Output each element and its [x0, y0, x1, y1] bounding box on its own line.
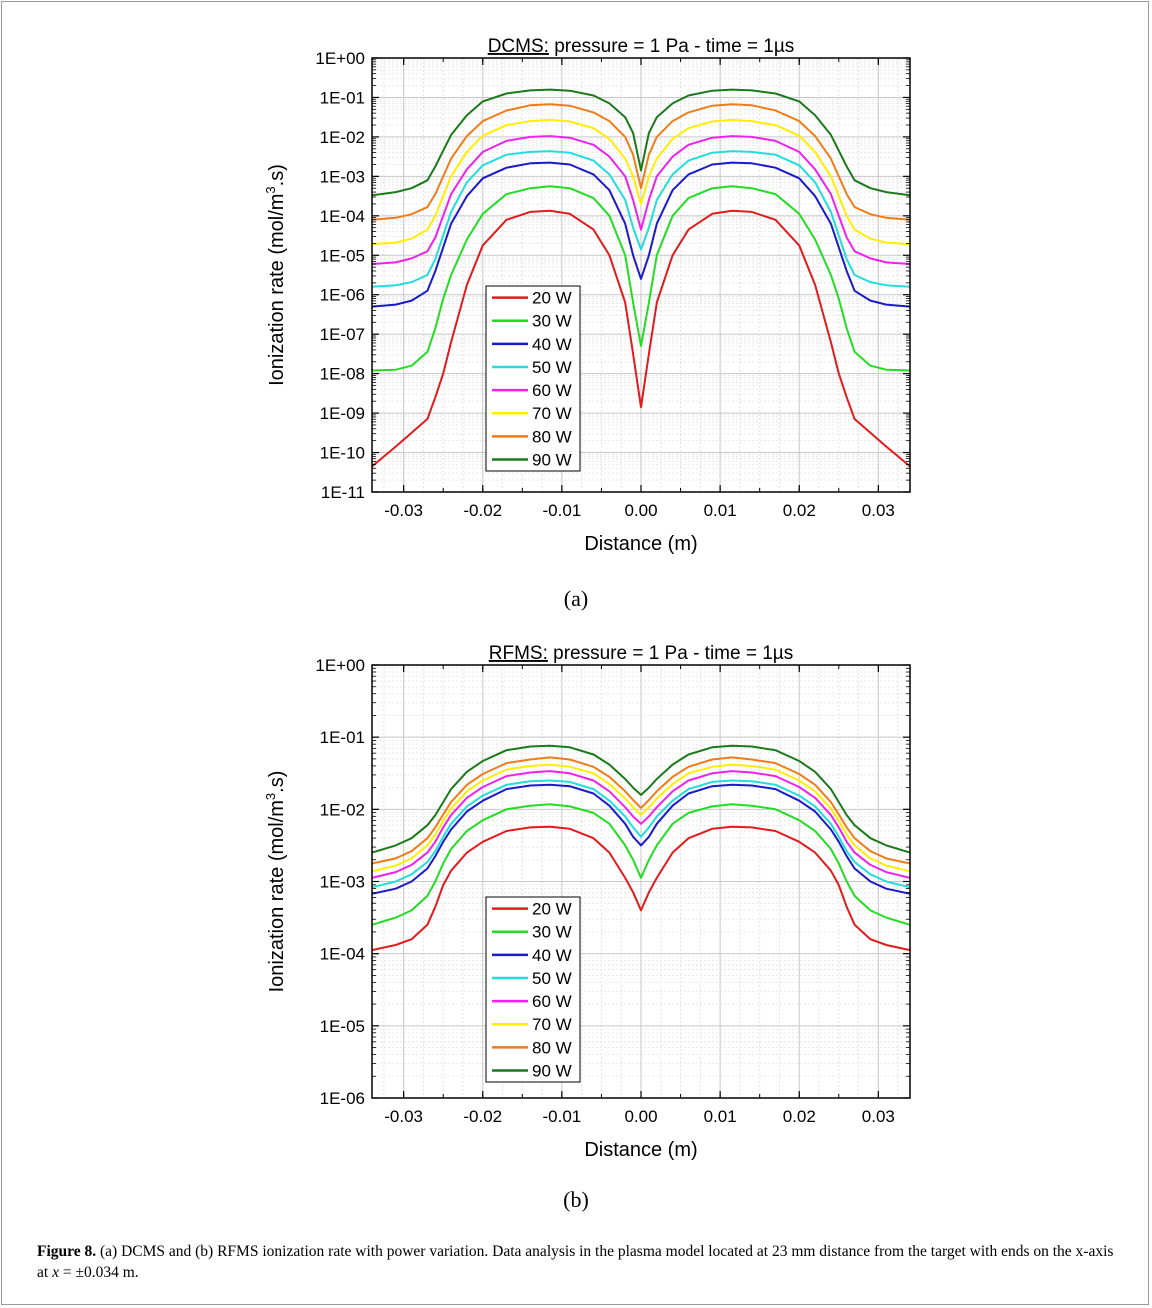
y-tick-label: 1E-08	[320, 365, 365, 384]
x-axis-label: Distance (m)	[584, 533, 697, 555]
legend-label: 70 W	[532, 1015, 572, 1034]
x-axis-label: Distance (m)	[584, 1139, 697, 1161]
series-line-30w	[371, 185, 911, 372]
y-axis-label: Ionization rate (mol/m3.s)	[263, 164, 288, 386]
y-tick-label: 1E-02	[320, 800, 365, 819]
legend-label: 80 W	[532, 1038, 572, 1057]
legend-label: 30 W	[532, 923, 572, 942]
panel-label-b: (b)	[563, 1187, 589, 1212]
legend-label: 20 W	[532, 900, 572, 919]
y-tick-label: 1E-05	[320, 246, 365, 265]
series-group	[371, 88, 911, 468]
x-tick-label: -0.02	[463, 1107, 502, 1126]
series-line-20w	[371, 825, 911, 952]
y-tick-label: 1E-03	[320, 873, 365, 892]
y-tick-label: 1E-06	[320, 286, 365, 305]
x-tick-label: 0.02	[783, 1107, 816, 1126]
y-tick-label: 1E+00	[315, 656, 365, 675]
legend-box	[485, 896, 581, 1083]
x-tick-label: 0.03	[862, 501, 895, 520]
legend-label: 40 W	[532, 335, 572, 354]
x-tick-label: 0.00	[624, 501, 657, 520]
x-tick-label: -0.01	[543, 1107, 582, 1126]
y-label-sup: 3	[263, 793, 278, 800]
legend: 20 W 30 W 40 W 50 W 60 W 70 W 80 W 90 W	[485, 285, 581, 472]
legend-label: 80 W	[532, 427, 572, 446]
caption-text-2: = ±0.034 m.	[58, 1264, 139, 1281]
series-line-20w	[371, 209, 911, 468]
y-tick-label: 1E-01	[320, 728, 365, 747]
grid	[372, 664, 910, 1099]
caption-label: Figure 8.	[37, 1243, 97, 1260]
y-tick-label: 1E-04	[320, 207, 365, 226]
x-tick-label: 0.00	[624, 1107, 657, 1126]
y-label-end: .s)	[266, 164, 288, 186]
legend-label: 50 W	[532, 358, 572, 377]
series-line-50w	[371, 779, 911, 889]
y-label-sup: 3	[263, 186, 278, 193]
chart-title-underlined: RFMS:	[489, 643, 548, 664]
series-line-90w	[371, 88, 911, 197]
series-line-70w	[371, 763, 911, 873]
y-label-main: Ionization rate (mol/m	[266, 194, 288, 386]
y-tick-label: 1E-01	[320, 88, 365, 107]
series-line-60w	[371, 770, 911, 879]
y-tick-label: 1E-05	[320, 1017, 365, 1036]
x-tick-label: 0.01	[704, 501, 737, 520]
panel-label-a: (a)	[563, 586, 589, 611]
chart-title-rest: pressure = 1 Pa - time = 1µs	[549, 36, 794, 57]
x-tick-label: -0.03	[384, 1107, 423, 1126]
figure-caption: Figure 8. (a) DCMS and (b) RFMS ionizati…	[37, 1241, 1117, 1283]
caption-var: x	[52, 1264, 59, 1281]
x-tick-label: -0.02	[463, 501, 502, 520]
series-line-80w	[371, 756, 911, 865]
series-line-60w	[371, 135, 911, 265]
chart-title: RFMS: pressure = 1 Pa - time = 1µs	[489, 643, 794, 664]
chart-title: DCMS: pressure = 1 Pa - time = 1µs	[488, 36, 795, 57]
series-line-90w	[371, 744, 911, 854]
grid	[372, 57, 910, 493]
legend-label: 50 W	[532, 969, 572, 988]
y-label-main: Ionization rate (mol/m	[266, 800, 288, 992]
series-line-40w	[371, 783, 911, 895]
legend-label: 20 W	[532, 289, 572, 308]
legend-box	[485, 285, 581, 472]
legend-label: 90 W	[532, 1061, 572, 1080]
legend-label: 70 W	[532, 404, 572, 423]
chart-title-underlined: DCMS:	[488, 36, 549, 57]
series-line-40w	[371, 161, 911, 308]
caption-text-1: (a) DCMS and (b) RFMS ionization rate wi…	[37, 1243, 1114, 1281]
y-tick-label: 1E-10	[320, 444, 365, 463]
y-tick-label: 1E-03	[320, 167, 365, 186]
y-label-end: .s)	[266, 771, 288, 793]
y-tick-label: 1E-11	[321, 483, 365, 502]
y-tick-label: 1E-02	[320, 128, 365, 147]
series-line-70w	[371, 118, 911, 246]
x-tick-label: -0.01	[543, 501, 582, 520]
y-tick-label: 1E+00	[315, 49, 365, 68]
series-line-30w	[371, 803, 911, 926]
y-tick-label: 1E-07	[320, 325, 365, 344]
legend-label: 40 W	[532, 946, 572, 965]
legend-label: 60 W	[532, 381, 572, 400]
y-axis-label: Ionization rate (mol/m3.s)	[263, 771, 288, 993]
chart-title-rest: pressure = 1 Pa - time = 1µs	[548, 643, 793, 664]
x-tick-label: 0.03	[862, 1107, 895, 1126]
x-tick-label: 0.01	[704, 1107, 737, 1126]
x-tick-label: -0.03	[384, 501, 423, 520]
legend-label: 60 W	[532, 992, 572, 1011]
legend-label: 90 W	[532, 450, 572, 469]
series-line-80w	[371, 103, 911, 221]
legend-label: 30 W	[532, 312, 572, 331]
series-group	[371, 744, 911, 952]
x-tick-label: 0.02	[783, 501, 816, 520]
y-tick-label: 1E-09	[320, 404, 365, 423]
legend: 20 W 30 W 40 W 50 W 60 W 70 W 80 W 90 W	[485, 896, 581, 1083]
y-tick-label: 1E-06	[320, 1089, 365, 1108]
series-line-50w	[371, 150, 911, 288]
y-tick-label: 1E-04	[320, 945, 365, 964]
